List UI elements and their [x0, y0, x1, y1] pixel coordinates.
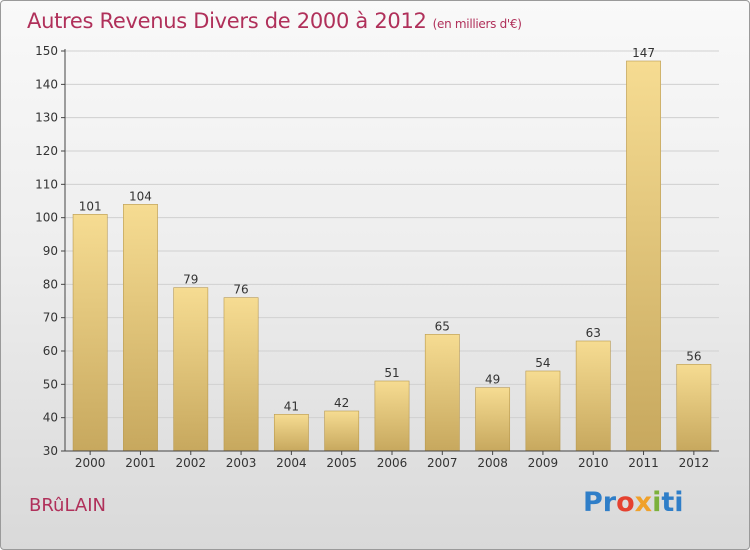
data-label-2009: 54 — [535, 356, 550, 370]
data-label-2000: 101 — [79, 199, 102, 213]
place-name: BRûLAIN — [29, 495, 106, 516]
bar-2003 — [223, 297, 259, 452]
data-label-2001: 104 — [129, 189, 152, 203]
y-tick-label: 50 — [43, 377, 58, 391]
bar-2000 — [72, 214, 108, 452]
y-tick-label: 70 — [43, 311, 58, 325]
data-label-2011: 147 — [632, 46, 655, 60]
axes: 30 40 50 60 70 80 90 100 110 120 130 140 150 2000 2001… — [35, 44, 719, 470]
y-tick-label: 40 — [43, 411, 58, 425]
x-tick-label-2011: 2011 — [628, 456, 659, 470]
bar-2006 — [374, 380, 410, 452]
x-tick-label-2012: 2012 — [679, 456, 710, 470]
logo-part-3: x — [634, 487, 653, 518]
data-label-2008: 49 — [485, 373, 500, 387]
logo-part-2: o — [616, 487, 635, 518]
x-tick-label-2000: 2000 — [75, 456, 106, 470]
data-label-2003: 76 — [233, 283, 248, 297]
bar-2004 — [273, 414, 309, 452]
bar-2002 — [173, 287, 209, 452]
chart-title-text: Autres Revenus Divers de 2000 à 2012 — [27, 9, 427, 33]
bars — [72, 60, 712, 452]
x-tick-label-2007: 2007 — [427, 456, 458, 470]
x-tick-label-2010: 2010 — [578, 456, 609, 470]
x-tick-label-2003: 2003 — [226, 456, 257, 470]
y-tick-label: 120 — [35, 144, 58, 158]
y-tick-label: 30 — [43, 444, 58, 458]
y-tick-label: 80 — [43, 277, 58, 291]
bar-2012 — [676, 364, 712, 452]
bar-2008 — [475, 387, 511, 452]
y-tick-label: 110 — [35, 177, 58, 191]
y-tick-label: 140 — [35, 77, 58, 91]
data-label-2012: 56 — [686, 349, 701, 363]
x-tick-label-2005: 2005 — [326, 456, 357, 470]
data-label-2006: 51 — [384, 366, 399, 380]
data-label-2005: 42 — [334, 396, 349, 410]
proxiti-logo: Proxiti — [583, 487, 684, 518]
data-label-2010: 63 — [586, 326, 601, 340]
data-label-2002: 79 — [183, 273, 198, 287]
y-tick-label: 150 — [35, 44, 58, 58]
x-tick-label-2001: 2001 — [125, 456, 156, 470]
y-tick-label: 90 — [43, 244, 58, 258]
bar-2011 — [626, 60, 661, 452]
x-tick-label-2008: 2008 — [477, 456, 508, 470]
logo-part-5: ti — [661, 487, 684, 518]
data-labels: 101 104 79 76 41 42 51 65 49 54 63 147 56 — [79, 46, 702, 413]
bar-2010 — [575, 340, 611, 452]
logo-part-4: i — [652, 487, 662, 518]
data-label-2004: 41 — [284, 399, 299, 413]
x-tick-label-2002: 2002 — [175, 456, 206, 470]
bar-2001 — [123, 204, 158, 452]
logo-part-1: Pr — [583, 487, 617, 518]
x-tick-label-2009: 2009 — [528, 456, 559, 470]
bar-2007 — [424, 334, 460, 452]
bar-2005 — [324, 410, 360, 452]
x-tick-label-2004: 2004 — [276, 456, 307, 470]
y-tick-label: 60 — [43, 344, 58, 358]
chart-title: Autres Revenus Divers de 2000 à 2012 (en … — [27, 9, 522, 33]
data-label-2007: 65 — [435, 319, 450, 333]
x-tick-label-2006: 2006 — [377, 456, 408, 470]
chart-unit: (en milliers d'€) — [432, 17, 522, 31]
y-tick-label: 100 — [35, 211, 58, 225]
y-tick-label: 130 — [35, 111, 58, 125]
bar-2009 — [525, 370, 561, 452]
